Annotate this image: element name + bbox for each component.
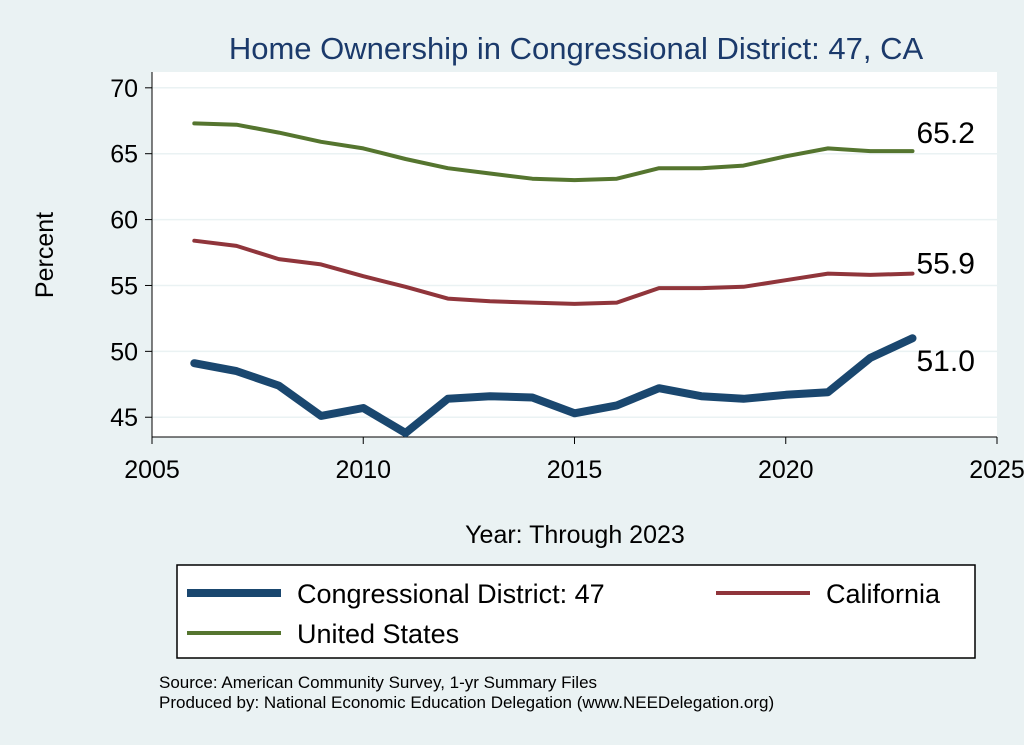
x-tick-label-2015: 2015	[547, 456, 603, 484]
y-tick-label-55: 55	[110, 272, 138, 300]
y-tick-label-45: 45	[110, 404, 138, 432]
x-tick-label-2025: 2025	[969, 456, 1024, 484]
x-tick-label-2010: 2010	[335, 456, 391, 484]
plot-area	[152, 72, 997, 437]
y-tick-label-50: 50	[110, 338, 138, 366]
chart-title: Home Ownership in Congressional District…	[229, 31, 924, 66]
legend-label-california: California	[826, 579, 941, 609]
y-tick-label-60: 60	[110, 207, 138, 235]
end-label-united-states: 65.2	[917, 117, 975, 150]
y-tick-label-65: 65	[110, 141, 138, 169]
produced-by-note: Produced by: National Economic Education…	[159, 693, 774, 712]
x-tick-label-2005: 2005	[124, 456, 180, 484]
x-tick-label-2020: 2020	[758, 456, 814, 484]
legend-box	[176, 564, 976, 659]
source-note: Source: American Community Survey, 1-yr …	[159, 673, 597, 692]
y-tick-label-70: 70	[110, 75, 138, 103]
series-line-congressional-district-47	[190, 334, 917, 437]
axes: 45 50 55 60 65 70 2005 2010 2015 2020 2025	[110, 72, 1024, 484]
y-axis-title: Percent	[31, 212, 59, 298]
legend-label-united-states: United States	[297, 619, 459, 649]
end-labels: 51.0 55.9 65.2	[917, 117, 975, 378]
data-series	[190, 121, 917, 437]
x-axis-title: Year: Through 2023	[465, 521, 685, 549]
series-line-california	[192, 238, 915, 306]
end-label-congressional-district-47: 51.0	[917, 345, 975, 378]
gridlines	[152, 87, 997, 418]
legend-label-congressional-district-47: Congressional District: 47	[297, 579, 605, 609]
end-label-california: 55.9	[917, 248, 975, 281]
legend: Congressional District: 47 California Unit…	[187, 579, 941, 649]
series-line-united-states	[192, 121, 915, 183]
